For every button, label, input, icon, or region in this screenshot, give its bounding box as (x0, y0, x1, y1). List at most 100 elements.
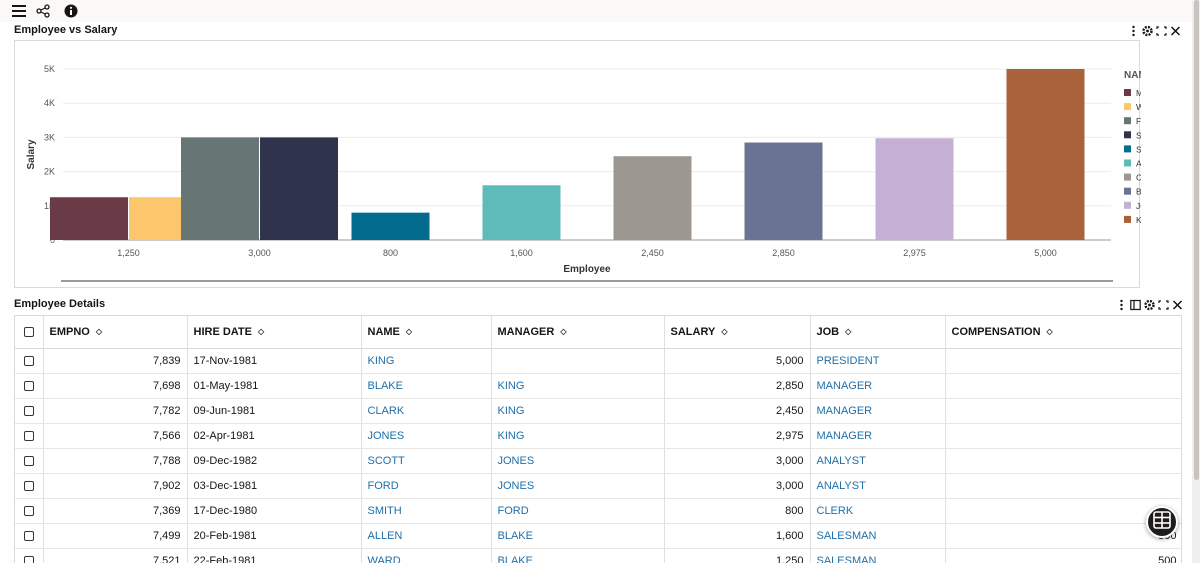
info-icon[interactable] (64, 4, 80, 20)
cell-empno: 7,566 (43, 423, 188, 449)
table-row[interactable]: 7,566 02-Apr-1981 JONES KING 2,975 MANAGER (15, 423, 1181, 449)
row-checkbox[interactable] (23, 555, 34, 563)
cell-salary: 2,975 (664, 423, 811, 449)
cell-name[interactable]: FORD (361, 473, 492, 499)
gear-icon[interactable] (1142, 25, 1153, 37)
bar-clark (613, 156, 692, 240)
cell-job[interactable]: SALESMAN (810, 548, 946, 563)
cell-job[interactable]: MANAGER (810, 373, 946, 399)
expand-icon[interactable] (1156, 25, 1167, 37)
row-checkbox[interactable] (23, 455, 34, 466)
column-header-hire-date[interactable]: HIRE DATE ◇ (187, 316, 362, 349)
cell-salary: 1,250 (664, 548, 811, 563)
row-checkbox[interactable] (23, 405, 34, 416)
table-grid-icon (1153, 510, 1171, 534)
cell-manager[interactable]: KING (491, 423, 665, 449)
hamburger-icon[interactable] (12, 4, 28, 20)
sort-icon[interactable]: ◇ (405, 327, 413, 337)
x-tick-label: 800 (383, 248, 398, 258)
cell-job[interactable]: ANALYST (810, 473, 946, 499)
row-checkbox[interactable] (23, 530, 34, 541)
y-tick-label: 1K (44, 201, 55, 211)
cell-salary: 2,850 (664, 373, 811, 399)
legend-item-blake: BLAKE (1136, 187, 1141, 197)
bar-smith (351, 212, 430, 240)
y-tick-label: 2K (44, 167, 55, 177)
row-checkbox[interactable] (23, 505, 34, 516)
cell-name[interactable]: SCOTT (361, 448, 492, 474)
cell-name[interactable]: WARD (361, 548, 492, 563)
select-all-checkbox[interactable] (23, 326, 34, 337)
column-header-compensation[interactable]: COMPENSATION ◇ (945, 316, 1181, 349)
cell-job[interactable]: MANAGER (810, 398, 946, 424)
sort-icon[interactable]: ◇ (560, 327, 567, 337)
more-vertical-icon[interactable] (1128, 25, 1139, 37)
cell-empno: 7,782 (43, 398, 188, 424)
close-icon[interactable] (1170, 25, 1181, 37)
table-row[interactable]: 7,788 09-Dec-1982 SCOTT JONES 3,000 ANALYST (15, 448, 1181, 474)
legend-item-martin: MARTIN (1136, 88, 1141, 98)
legend-swatch (1124, 173, 1131, 181)
cell-name[interactable]: BLAKE (361, 373, 492, 399)
table-row[interactable]: 7,49920-Feb-1981ALLENBLAKE1,600SALESMAN3… (15, 523, 1181, 549)
table-row[interactable]: 7,369 17-Dec-1980 SMITH FORD 800 CLERK (15, 498, 1181, 524)
cell-job[interactable]: CLERK (810, 498, 946, 524)
table-panel-title: Employee Details (14, 298, 106, 310)
sort-icon[interactable]: ◇ (257, 327, 265, 337)
column-header-name[interactable]: NAME ◇ (361, 316, 492, 349)
row-checkbox[interactable] (23, 480, 34, 491)
more-vertical-icon[interactable] (1116, 299, 1127, 311)
row-checkbox[interactable] (23, 380, 34, 391)
sort-icon[interactable]: ◇ (845, 327, 852, 337)
cell-manager[interactable]: KING (491, 373, 665, 399)
sort-icon[interactable]: ◇ (721, 327, 728, 337)
table-row[interactable]: 7,698 01-May-1981 BLAKE KING 2,850 MANAGER (15, 373, 1181, 399)
column-header-manager[interactable]: MANAGER ◇ (491, 316, 665, 349)
cell-name[interactable]: SMITH (361, 498, 492, 524)
bar-jones (875, 138, 954, 240)
bar-allen (482, 185, 561, 240)
sort-icon[interactable]: ◇ (1046, 327, 1053, 337)
column-header-job[interactable]: JOB ◇ (810, 316, 946, 349)
cell-compensation (945, 423, 1181, 449)
cell-job[interactable]: SALESMAN (810, 523, 946, 549)
row-select-cell (15, 448, 44, 474)
cell-job[interactable]: PRESIDENT (810, 348, 946, 374)
cell-job[interactable]: MANAGER (810, 423, 946, 449)
cell-salary: 2,450 (664, 398, 811, 424)
cell-manager[interactable]: BLAKE (491, 523, 665, 549)
cell-hire-date: 17-Nov-1981 (187, 348, 362, 374)
cell-job[interactable]: ANALYST (810, 448, 946, 474)
bar-blake (744, 142, 823, 240)
sort-icon[interactable]: ◇ (95, 327, 102, 337)
panel-icon[interactable] (1130, 299, 1141, 311)
column-header-salary[interactable]: SALARY ◇ (664, 316, 811, 349)
table-row[interactable]: 7,782 09-Jun-1981 CLARK KING 2,450 MANAGER (15, 398, 1181, 424)
scrollbar-thumb[interactable] (1194, 0, 1199, 480)
column-header-empno[interactable]: EMPNO ◇ (43, 316, 188, 349)
cell-hire-date: 20-Feb-1981 (187, 523, 362, 549)
expand-icon[interactable] (1158, 299, 1169, 311)
gear-icon[interactable] (1144, 299, 1155, 311)
cell-name[interactable]: ALLEN (361, 523, 492, 549)
cell-manager[interactable]: JONES (491, 448, 665, 474)
cell-manager[interactable]: JONES (491, 473, 665, 499)
cell-manager[interactable]: FORD (491, 498, 665, 524)
share-icon[interactable] (36, 4, 52, 20)
x-tick-label: 1,600 (510, 248, 533, 258)
cell-manager[interactable]: BLAKE (491, 548, 665, 563)
cell-name[interactable]: KING (361, 348, 492, 374)
cell-empno: 7,788 (43, 448, 188, 474)
close-icon[interactable] (1172, 299, 1183, 311)
table-row[interactable]: 7,839 17-Nov-1981 KING 5,000 PRESIDENT (15, 348, 1181, 374)
table-row[interactable]: 7,521 22-Feb-1981 WARD BLAKE 1,250 SALESMAN 50… (15, 548, 1181, 563)
table-view-button[interactable] (1146, 506, 1178, 538)
cell-name[interactable]: CLARK (361, 398, 492, 424)
cell-salary: 1,600 (664, 523, 811, 549)
bar-ford (181, 137, 259, 240)
table-row[interactable]: 7,902 03-Dec-1981 FORD JONES 3,000 ANALYST (15, 473, 1181, 499)
row-checkbox[interactable] (23, 430, 34, 441)
cell-manager[interactable]: KING (491, 398, 665, 424)
cell-name[interactable]: JONES (361, 423, 492, 449)
row-checkbox[interactable] (23, 355, 34, 366)
